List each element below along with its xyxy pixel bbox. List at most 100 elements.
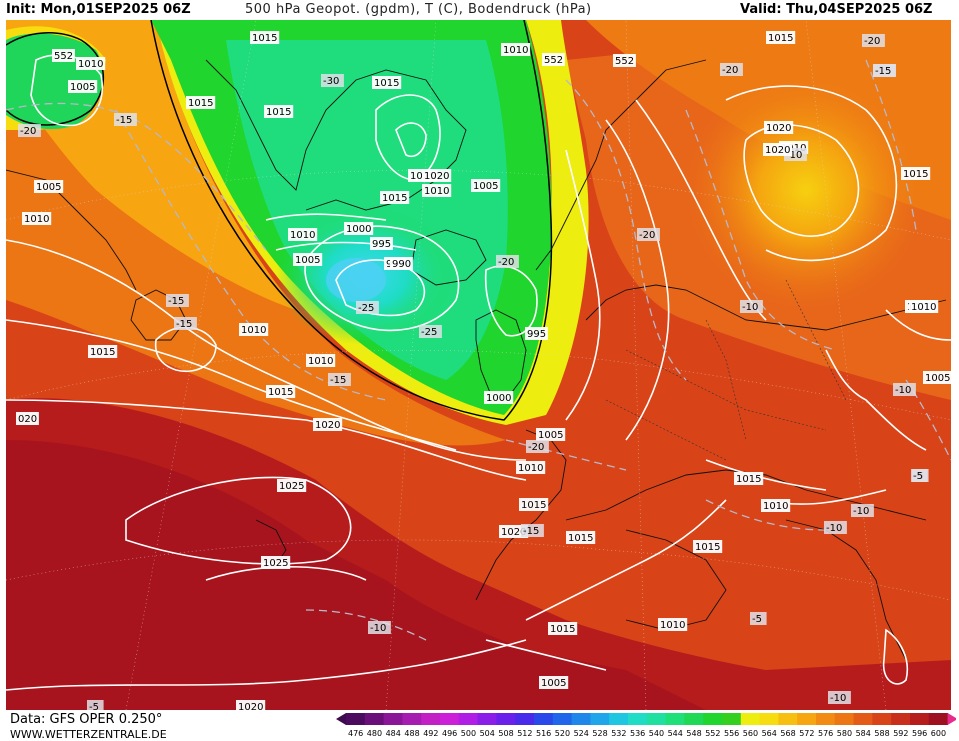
isobar-label: 1020 (763, 143, 793, 156)
scale-cell (834, 713, 855, 725)
scale-cell (440, 713, 460, 725)
scale-cell (402, 713, 422, 725)
isobar-label-text: -15 (875, 66, 891, 77)
isobar-label: 1015 (548, 622, 578, 635)
graticule (6, 20, 951, 710)
chart-title: 500 hPa Geopot. (gpdm), T (C), Bodendruc… (245, 2, 592, 17)
isobar-label-text: 1015 (550, 624, 575, 635)
isobar-label: 552 (613, 54, 636, 67)
isobar-label-text: -10 (826, 523, 842, 534)
isobar-label-text: 1025 (279, 481, 304, 492)
isobar-label-text: 1015 (695, 542, 720, 553)
scale-cell (665, 713, 685, 725)
scale-cell (628, 713, 648, 725)
isobar-label-text: -10 (895, 385, 911, 396)
scale-arrow-left (336, 713, 346, 725)
isobar-label: 1000 (344, 222, 374, 235)
isobar-label-text: 1005 (70, 82, 95, 93)
isobar-label-text: 552 (544, 55, 563, 66)
scale-cell (816, 713, 836, 725)
isobar-label-text: 1015 (266, 107, 291, 118)
scale-cell (778, 713, 798, 725)
isobar-label-text: 1015 (90, 347, 115, 358)
isobar-label-text: 1015 (252, 33, 277, 44)
isobar-label-text: -10 (742, 302, 758, 313)
scale-cell (477, 713, 497, 725)
isobar-label-text: 1015 (568, 533, 593, 544)
isobar-label-text: -20 (528, 442, 544, 453)
isobar-label-text: 1010 (660, 620, 685, 631)
isobar-label-text: 1010 (518, 463, 543, 474)
isobar-label-text: 552 (615, 56, 634, 67)
isobar-label-text: 1010 (24, 214, 49, 225)
isobar-label: -5 (750, 612, 767, 625)
isobar-label: -25 (356, 301, 379, 314)
valid-time: Valid: Thu,04SEP2025 06Z (740, 2, 933, 17)
isobar-label: 1010 (761, 499, 791, 512)
isobar-label-text: 1015 (521, 500, 546, 511)
pressure-temperature-labels: 552 1010 1005 1015 -20 -15 1005 1010 1010 -15 1015… (16, 31, 951, 710)
scale-tick-label: 592 (893, 729, 908, 738)
scale-tick-label: 564 (762, 729, 777, 738)
isobar-label: 1015 (380, 191, 410, 204)
scale-cell (872, 713, 892, 725)
scale-tick-label: 600 (931, 729, 946, 738)
isobar-label: 552 (52, 49, 75, 62)
scale-cell (383, 713, 403, 725)
isobar-label-text: 1010 (911, 302, 936, 313)
scale-tick-label: 528 (592, 729, 607, 738)
isobar-label-text: 1020 (238, 702, 263, 710)
header: Init: Mon,01SEP2025 06Z 500 hPa Geopot. … (0, 0, 959, 20)
isobar-label: 1025 (277, 479, 307, 492)
isobar-label-text: 1015 (768, 33, 793, 44)
isobar-label-text: 1020 (424, 171, 449, 182)
isobar-label: 1015 (264, 105, 294, 118)
isobar-label-text: 990 (392, 259, 411, 270)
isobar-label: -10 (368, 621, 391, 634)
isobar-label: -15 (174, 317, 197, 330)
isobar-label: 1005 (471, 179, 501, 192)
scale-tick-label: 476 (348, 729, 363, 738)
scale-cell (364, 713, 385, 725)
isobar-label: 1015 (693, 540, 723, 553)
isobar-label: 1020 (764, 121, 794, 134)
isobar-label: -10 (851, 504, 874, 517)
scale-cell (646, 713, 667, 725)
data-source: Data: GFS OPER 0.250° (10, 712, 163, 727)
scale-tick-label: 480 (367, 729, 382, 738)
scale-tick-label: 544 (668, 729, 683, 738)
isobar-label-text: -10 (370, 623, 386, 634)
isobar-label-text: -25 (358, 303, 374, 314)
isobar-label: 1005 (293, 253, 323, 266)
high-center-east (686, 70, 926, 310)
isobar-label: 1010 (239, 323, 269, 336)
scale-cell (853, 713, 873, 725)
isobar-label: -25 (419, 325, 442, 338)
scale-cell (421, 713, 441, 725)
isobar-label-text: 1010 (78, 59, 103, 70)
scale-tick-label: 524 (574, 729, 589, 738)
isobar-label: 1010 (22, 212, 52, 225)
scale-cell (534, 713, 554, 725)
isobar-label-text: -15 (523, 526, 539, 537)
isobar-label-text: 1020 (766, 123, 791, 134)
scale-cell (515, 713, 535, 725)
isobar-label: -15 (328, 373, 351, 386)
scale-tick-label: 500 (461, 729, 476, 738)
scale-cell (571, 713, 591, 725)
scale-cell (740, 713, 761, 725)
isobar-label: 1015 (266, 385, 296, 398)
scale-tick-label: 540 (649, 729, 664, 738)
isobar-label: 990 (390, 257, 413, 270)
scale-tick-label: 576 (818, 729, 833, 738)
isobar-label: -10 (893, 383, 916, 396)
isobar-label: 1000 (484, 391, 514, 404)
isobar-label-text: 1010 (424, 186, 449, 197)
isobar-label-text: 1015 (903, 169, 928, 180)
isobar-label: 1020 (236, 700, 266, 710)
field-yellow-band (106, 20, 589, 425)
isobar-label: 1015 (901, 167, 931, 180)
scale-cell (590, 713, 610, 725)
isobar-label: -20 (18, 124, 41, 137)
scale-tick-label: 556 (724, 729, 739, 738)
